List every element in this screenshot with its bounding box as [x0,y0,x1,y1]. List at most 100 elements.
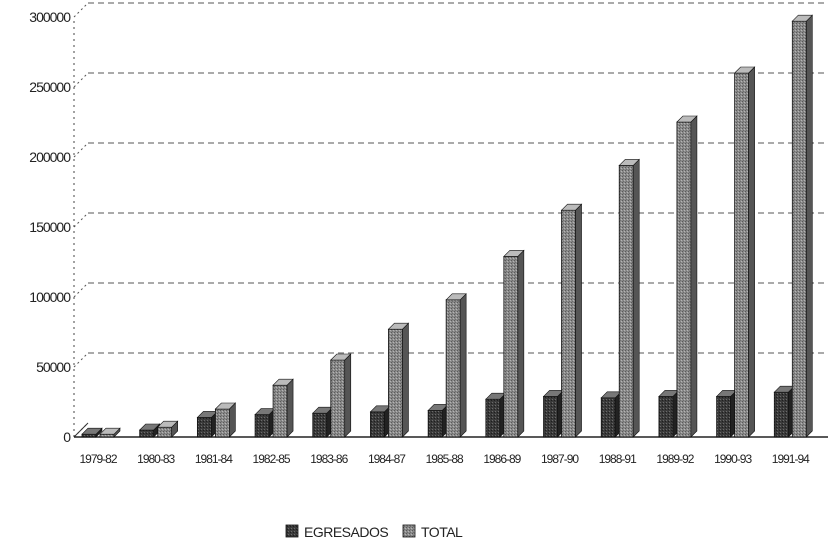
x-tick-label: 1980-83 [137,452,175,466]
bar-top [560,203,583,211]
bar-front [445,299,461,438]
bar-top [676,115,698,123]
bar-top [618,159,640,166]
bar-front [330,359,346,438]
bar-top [156,420,179,428]
bar-egresados-1985-88 [427,403,449,438]
bar-top [445,293,467,301]
bar-total-1987-90 [560,203,583,438]
x-tick-label: 1991-94 [772,452,810,466]
bar-egresados-1981-84 [196,410,219,438]
bar-front [99,433,115,438]
bar-top [503,250,525,257]
bar-front [312,412,328,438]
bar-egresados-1988-91 [600,391,622,438]
y-tick-label: 250000 [29,79,71,95]
gridline-depth [73,2,89,18]
bar-front [81,433,97,438]
bar-total-1981-84 [214,402,237,438]
bar-front [157,426,173,438]
bar-egresados-1980-83 [138,423,161,438]
y-tick-label: 100000 [29,289,71,305]
bar-total-1984-87 [387,322,410,438]
bar-egresados-1983-86 [312,406,334,438]
y-tick-label: 200000 [29,149,71,165]
bar-total-1985-88 [445,293,467,438]
bar-top [272,378,294,386]
bar-egresados-1990-93 [715,389,738,438]
legend: EGRESADOS TOTAL [285,524,464,540]
bar-side [459,293,467,438]
legend-swatch [285,524,299,538]
bar-front [388,328,403,438]
bar-front [543,395,558,438]
bar-top [733,66,756,74]
bar-front [254,414,270,438]
y-tick-label: 150000 [29,219,71,235]
bar-front [561,209,576,438]
y-tick-label: 0 [63,429,71,445]
legend-swatch [402,524,416,538]
bar-egresados-1987-90 [542,389,565,438]
legend-label: TOTAL [421,524,463,540]
bar-front [503,255,519,438]
gridline-depth [73,212,89,228]
bar-top [791,14,814,22]
x-tick-label: 1986-89 [483,452,521,466]
bar-front [618,164,634,438]
bar-side [748,66,755,438]
bar-side [575,203,582,438]
bar-front [773,391,789,438]
bar-top [81,427,103,435]
y-tick-label: 300000 [29,9,71,25]
bar-front [196,416,212,438]
bar-front [485,398,501,438]
bar-total-1989-92 [676,115,698,438]
bar-egresados-1989-92 [658,389,680,438]
bar-total-1990-93 [733,66,756,438]
bar-front [658,395,674,438]
bar-front [214,408,230,438]
gridline-depth [73,282,89,298]
bar-total-1983-86 [330,353,352,438]
bar-side [402,322,409,438]
bar-top [138,423,161,431]
x-tick-label: 1982-85 [253,452,291,466]
bar-total-1986-89 [503,249,525,438]
x-tick-label: 1985-88 [426,452,464,466]
bar-egresados-1982-85 [254,407,276,438]
bar-total-1988-91 [618,158,640,438]
gridline-depth [73,142,89,158]
bar-total-1991-94 [791,14,814,438]
bar-egresados-1979-82 [81,427,103,438]
bar-side [632,158,640,438]
bar-egresados-1986-89 [485,392,507,438]
floor-edge [73,422,89,438]
bar-total-1982-85 [272,378,294,438]
x-tick-label: 1987-90 [541,452,579,466]
bar-front [734,72,750,438]
bar-total-1979-82 [99,427,121,438]
bar-front [427,409,443,438]
bar-egresados-1991-94 [773,385,796,438]
bars [81,14,814,438]
gridline-depth [73,72,89,88]
bar-side [344,353,352,438]
bar-side [517,249,525,438]
x-tick-label: 1989-92 [656,452,694,466]
bar-top [330,353,352,361]
bar-side [286,378,294,438]
x-tick-label: 1984-87 [368,452,406,466]
legend-item-total: TOTAL [402,524,464,540]
bar-front [791,20,807,438]
bar-front [272,384,288,438]
bar-side [690,115,698,438]
bar-side [806,14,813,438]
bar-front [139,429,155,438]
legend-item-egresados: EGRESADOS [285,524,389,540]
bar-total-1980-83 [156,420,179,438]
bar-front [600,397,616,438]
bar-top [387,322,410,330]
bar-egresados-1984-87 [369,405,392,438]
